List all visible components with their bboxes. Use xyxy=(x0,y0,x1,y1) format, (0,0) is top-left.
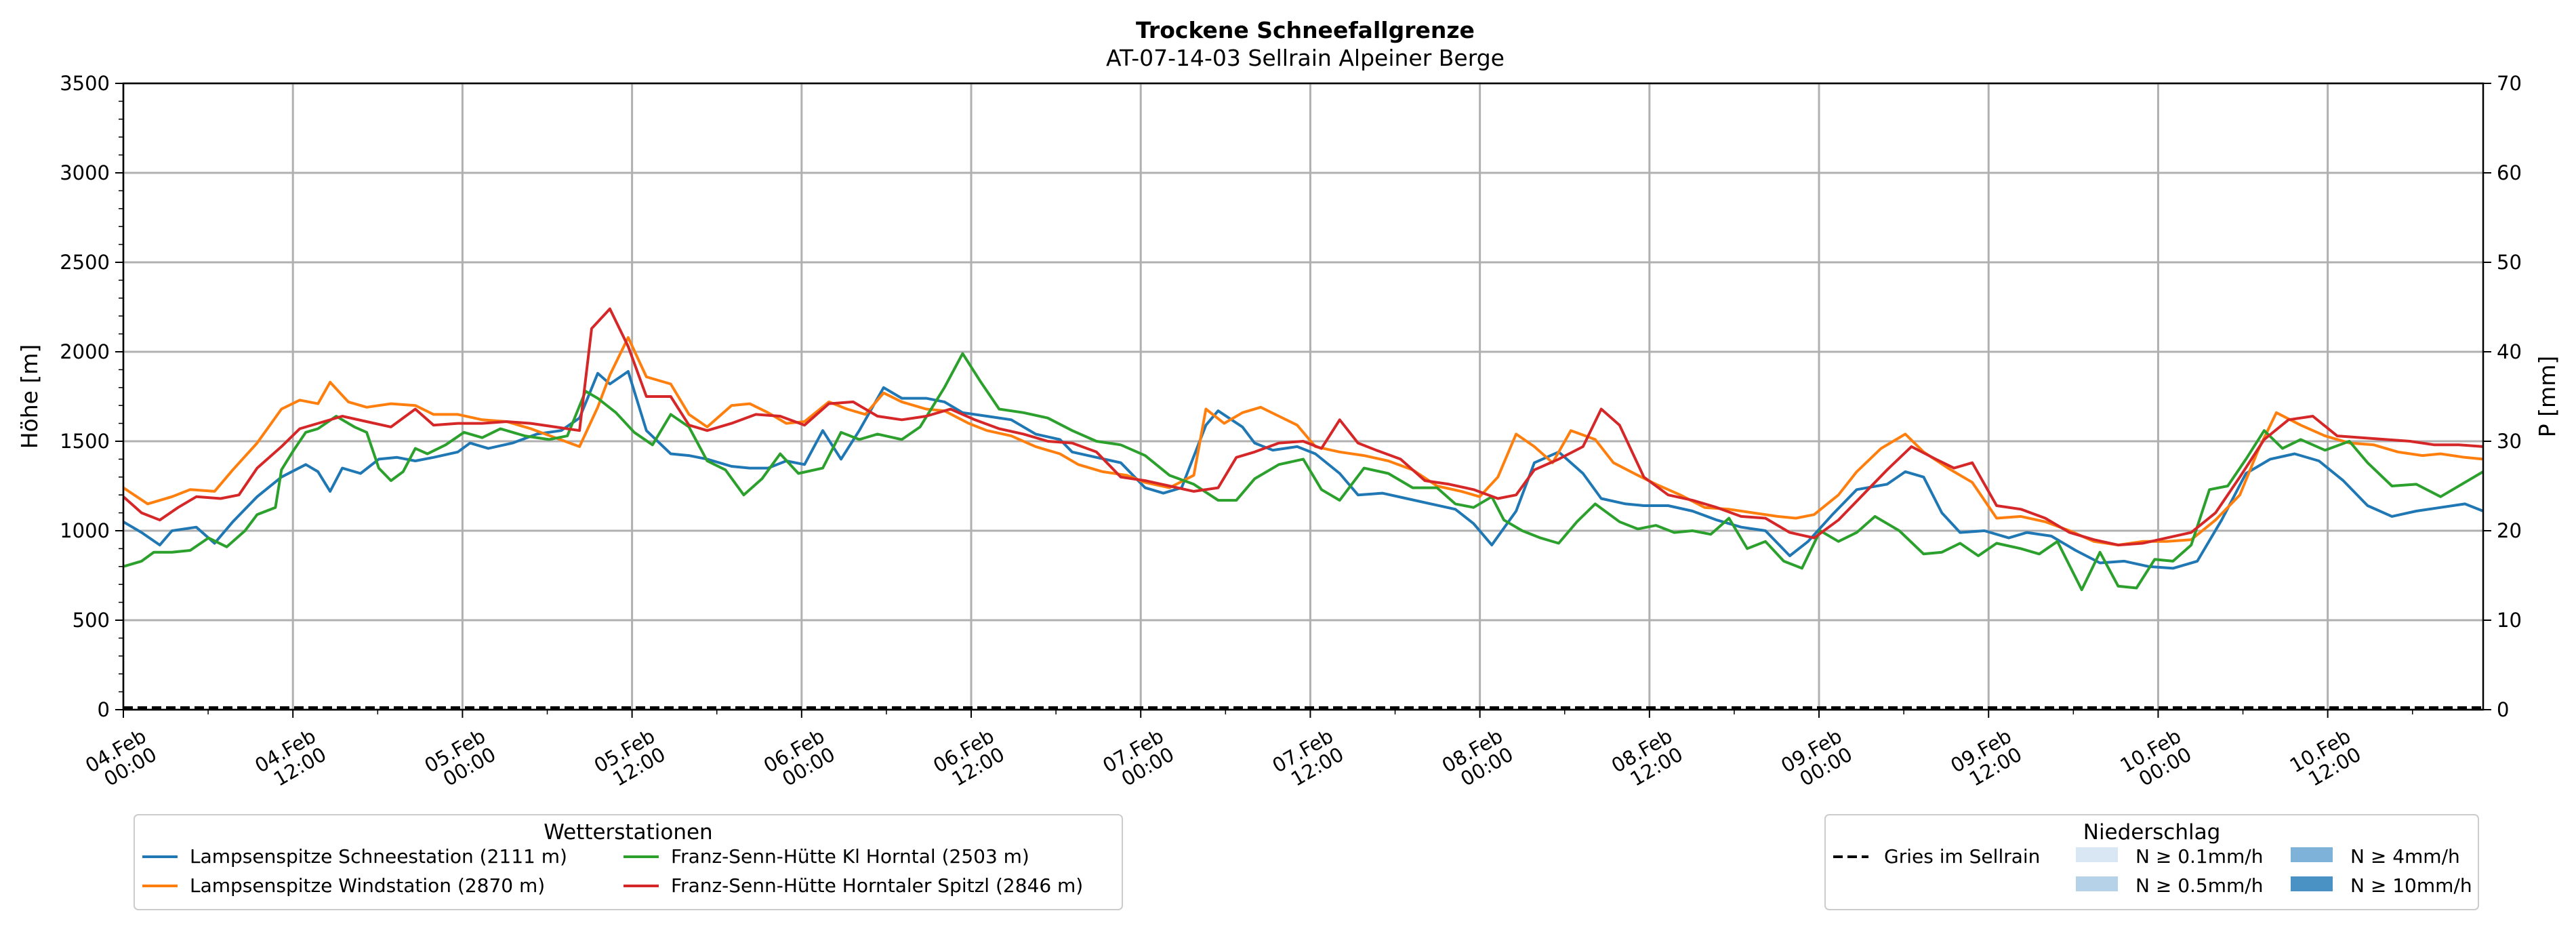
legend-precip-swatch xyxy=(2076,847,2118,862)
legend-precip: Niederschlag Gries im Sellrain N ≥ 0.1mm/h… xyxy=(1824,814,2479,910)
x-tick-label: 06.Feb12:00 xyxy=(929,725,1008,796)
series-line xyxy=(123,352,2485,592)
y2-tick-label: 20 xyxy=(2497,519,2522,542)
series-line xyxy=(122,307,2484,547)
legend-precip-label: N ≥ 4mm/h xyxy=(2350,845,2460,868)
chart-title: Trockene Schneefallgrenze xyxy=(1136,17,1475,43)
legend-precip-label: N ≥ 0.1mm/h xyxy=(2135,845,2263,868)
y-tick-label: 3500 xyxy=(60,72,110,95)
legend-precip-line-label: Gries im Sellrain xyxy=(1884,845,2040,868)
y2-tick-label: 0 xyxy=(2497,698,2509,721)
legend-precip-title: Niederschlag xyxy=(2083,820,2221,845)
legend-stations-label: Lampsenspitze Windstation (2870 m) xyxy=(190,874,545,897)
legend-stations-label: Franz-Senn-Hütte Horntaler Spitzl (2846 … xyxy=(671,874,1083,897)
legend-precip-swatch xyxy=(2291,847,2333,862)
y2-tick-label: 10 xyxy=(2497,609,2522,632)
y2-tick-label: 60 xyxy=(2497,161,2522,184)
legend-precip-swatch xyxy=(2076,876,2118,891)
legend-stations-title: Wetterstationen xyxy=(544,820,712,845)
legend-stations-label: Franz-Senn-Hütte Kl Horntal (2503 m) xyxy=(671,845,1029,868)
y-tick-label: 1000 xyxy=(60,519,110,542)
grid xyxy=(122,82,2483,711)
chart-subtitle: AT-07-14-03 Sellrain Alpeiner Berge xyxy=(1106,45,1505,71)
legend-precip-label: N ≥ 0.5mm/h xyxy=(2135,874,2263,897)
y2-tick-label: 50 xyxy=(2497,251,2522,274)
y-tick-label: 3000 xyxy=(60,161,110,184)
y2-tick-label: 70 xyxy=(2497,72,2522,95)
y-tick-label: 0 xyxy=(98,698,110,721)
series-layer xyxy=(122,307,2485,709)
legend-stations-label: Lampsenspitze Schneestation (2111 m) xyxy=(190,845,567,868)
y-tick-label: 500 xyxy=(73,609,110,632)
y2-tick-label: 30 xyxy=(2497,430,2522,453)
y-axis-label: Höhe [m] xyxy=(16,344,43,449)
series-line xyxy=(122,370,2484,570)
plot-frame xyxy=(122,82,2485,711)
legend-precip-swatch xyxy=(2291,876,2333,891)
y-tick-label: 1500 xyxy=(60,430,110,453)
y-tick-label: 2000 xyxy=(60,340,110,363)
legend-stations-box xyxy=(134,814,1123,910)
y2-axis-label: P [mm] xyxy=(2534,356,2560,437)
y-tick-label: 2500 xyxy=(60,251,110,274)
y2-tick-label: 40 xyxy=(2497,340,2522,363)
legend-precip-label: N ≥ 10mm/h xyxy=(2350,874,2472,897)
